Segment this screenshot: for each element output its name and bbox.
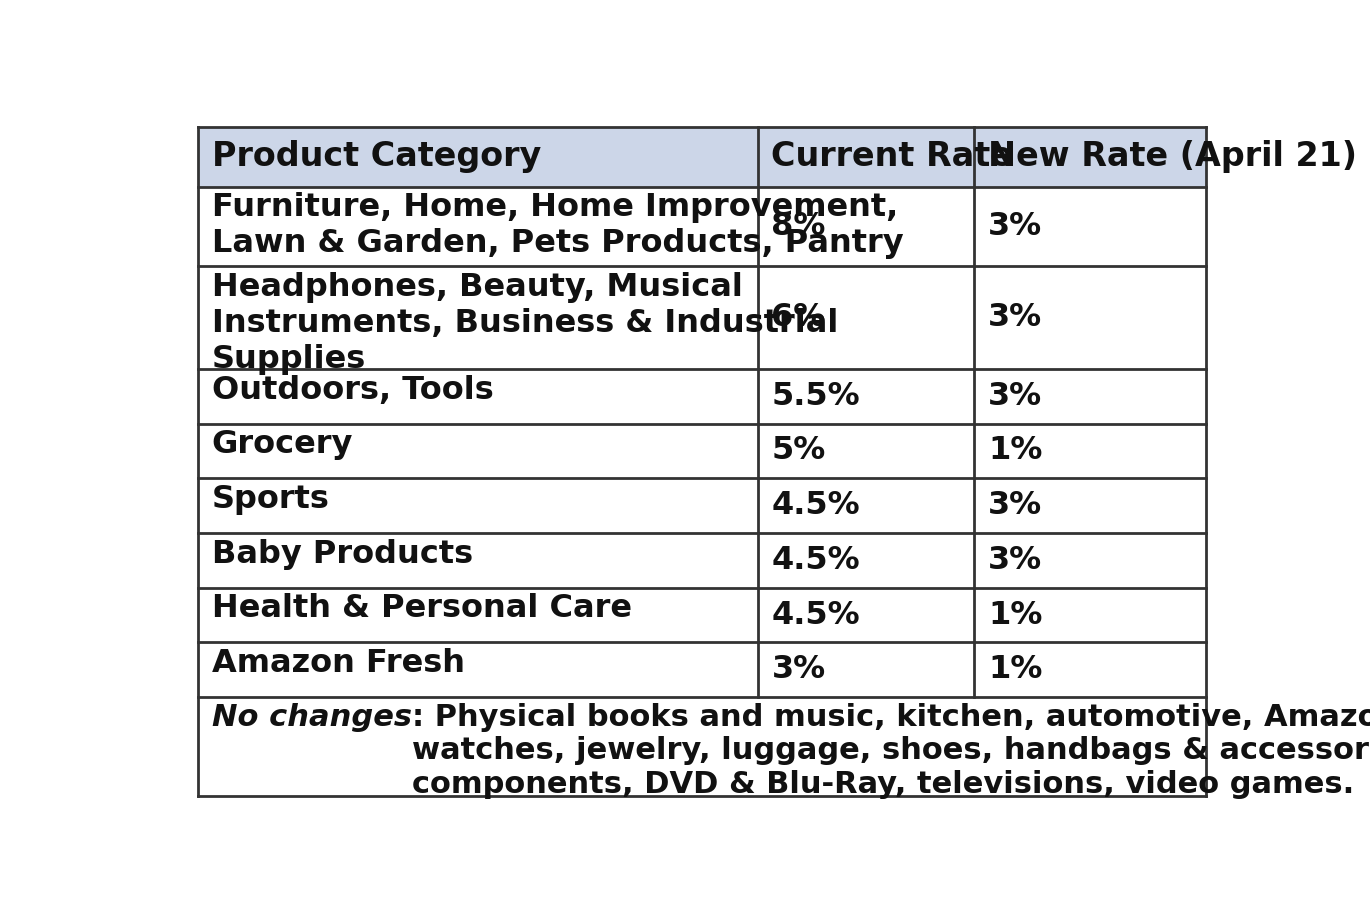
Bar [197,127,758,186]
Bar [974,478,1207,533]
Text: 4.5%: 4.5% [771,490,860,521]
Text: 3%: 3% [988,545,1043,576]
Text: 8%: 8% [771,211,826,242]
Bar [758,266,974,369]
Bar [197,478,758,533]
Bar [197,533,758,588]
Text: 3%: 3% [771,654,826,686]
Bar [758,127,974,186]
Text: Current Rate: Current Rate [771,141,1014,174]
Text: : Physical books and music, kitchen, automotive, Amazon devices,
watches, jewelr: : Physical books and music, kitchen, aut… [411,703,1370,799]
Bar [197,588,758,643]
Bar [758,369,974,423]
Bar [974,588,1207,643]
Text: New Rate (April 21): New Rate (April 21) [988,141,1358,174]
Bar [197,266,758,369]
Bar [758,588,974,643]
Text: Baby Products: Baby Products [211,538,473,569]
Text: 3%: 3% [988,490,1043,521]
Bar [758,423,974,478]
Text: 5.5%: 5.5% [771,381,860,411]
Text: Outdoors, Tools: Outdoors, Tools [211,375,493,406]
Text: 1%: 1% [988,435,1043,466]
Bar [197,423,758,478]
Text: 4.5%: 4.5% [771,545,860,576]
Text: 6%: 6% [771,303,826,333]
Bar [197,186,758,266]
Bar [974,533,1207,588]
Bar [758,643,974,697]
Bar [758,478,974,533]
Text: Product Category: Product Category [211,141,541,174]
Text: Health & Personal Care: Health & Personal Care [211,593,632,624]
Bar [974,266,1207,369]
Text: 4.5%: 4.5% [771,600,860,631]
Bar [974,643,1207,697]
Text: No changes: No changes [211,703,411,732]
Bar [974,369,1207,423]
Text: Grocery: Grocery [211,430,353,461]
Bar [758,186,974,266]
Bar [758,533,974,588]
Text: Furniture, Home, Home Improvement,
Lawn & Garden, Pets Products, Pantry: Furniture, Home, Home Improvement, Lawn … [211,192,903,259]
Bar [197,697,1207,796]
Text: 1%: 1% [988,654,1043,686]
Text: 3%: 3% [988,211,1043,242]
Text: 3%: 3% [988,381,1043,411]
Text: 1%: 1% [988,600,1043,631]
Text: 3%: 3% [988,303,1043,333]
Text: Sports: Sports [211,484,329,515]
Bar [974,127,1207,186]
Bar [197,643,758,697]
Text: Headphones, Beauty, Musical
Instruments, Business & Industrial
Supplies: Headphones, Beauty, Musical Instruments,… [211,272,838,375]
Bar [974,186,1207,266]
Bar [197,369,758,423]
Text: 5%: 5% [771,435,826,466]
Bar [974,423,1207,478]
Text: Amazon Fresh: Amazon Fresh [211,648,464,679]
